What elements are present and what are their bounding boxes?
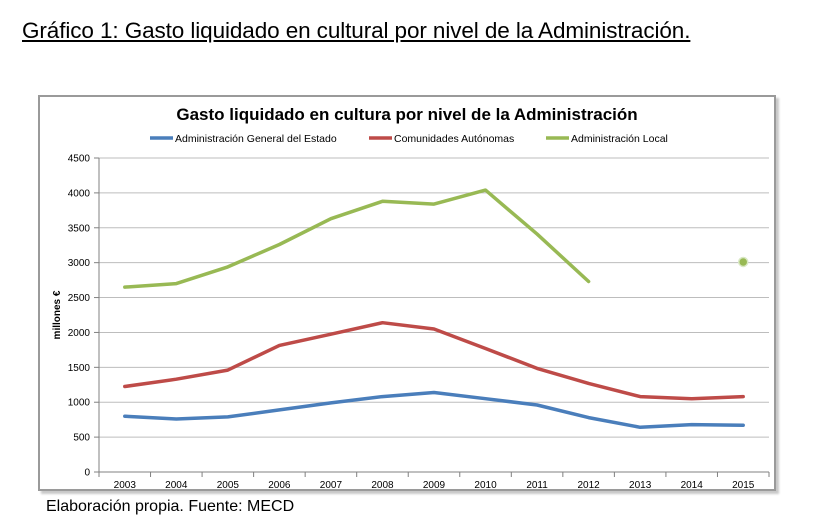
series-line (123, 320, 745, 401)
y-tick-label: 4500 (68, 154, 91, 165)
x-tick-label: 2009 (423, 480, 446, 489)
x-tick-label: 2006 (268, 480, 291, 489)
y-tick-label: 2500 (68, 293, 91, 304)
y-tick-label: 0 (84, 468, 90, 479)
y-tick-label: 2000 (68, 328, 91, 339)
legend-label: Administración Local (571, 133, 668, 145)
x-tick-label: 2004 (165, 480, 188, 489)
y-tick-label: 3000 (68, 258, 91, 269)
y-tick-label: 4000 (68, 188, 91, 199)
x-tick-label: 2008 (371, 480, 394, 489)
x-tick-label: 2010 (474, 480, 497, 489)
line-chart: Gasto liquidado en cultura por nivel de … (52, 105, 770, 489)
x-tick-label: 2005 (217, 480, 240, 489)
series-point (737, 256, 749, 268)
x-tick-label: 2011 (526, 480, 548, 489)
series-line (123, 390, 745, 430)
x-tick-label: 2003 (114, 480, 137, 489)
x-tick-label: 2012 (577, 480, 600, 489)
legend-label: Administración General del Estado (175, 133, 337, 145)
y-axis-label: millones € (52, 290, 63, 339)
source-caption: Elaboración propia. Fuente: MECD (46, 498, 295, 515)
y-tick-label: 1000 (68, 398, 91, 409)
x-tick-label: 2013 (629, 480, 652, 489)
document-heading: Gráfico 1: Gasto liquidado en cultural p… (22, 18, 691, 43)
y-tick-label: 1500 (68, 363, 91, 374)
x-tick-label: 2014 (681, 480, 704, 489)
y-tick-label: 500 (73, 433, 90, 444)
series-line (123, 188, 591, 289)
x-tick-label: 2007 (320, 480, 343, 489)
legend-label: Comunidades Autónomas (394, 133, 514, 145)
x-tick-label: 2015 (732, 480, 755, 489)
y-tick-label: 3500 (68, 223, 91, 234)
chart-frame: Gasto liquidado en cultura por nivel de … (38, 95, 776, 491)
chart-title: Gasto liquidado en cultura por nivel de … (176, 105, 637, 124)
